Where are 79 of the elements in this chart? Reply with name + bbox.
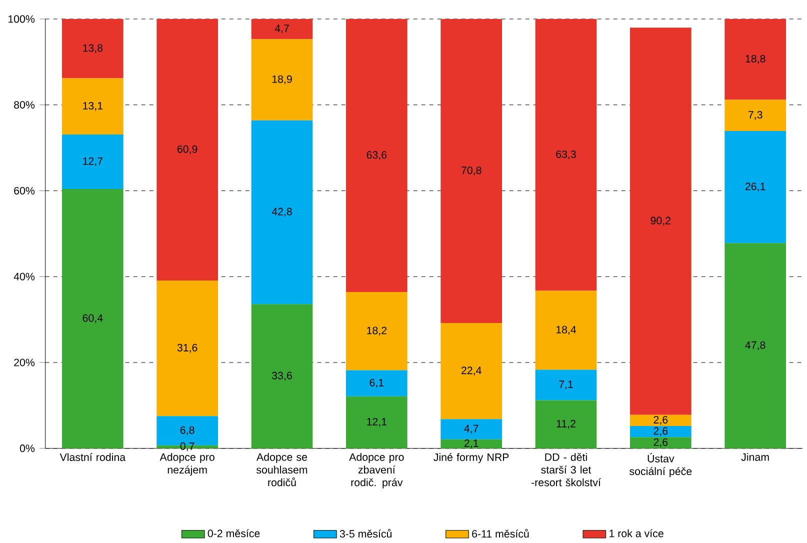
data-label: 60,9 xyxy=(178,145,198,154)
bar xyxy=(535,290,597,370)
bar xyxy=(251,39,313,120)
bar xyxy=(62,189,124,448)
data-label: 12,1 xyxy=(367,418,387,427)
bar xyxy=(630,414,692,426)
y-tick-label: 20% xyxy=(14,358,35,366)
bar xyxy=(346,370,408,396)
legend-label: 1 rok a více xyxy=(610,529,664,538)
bar xyxy=(630,426,692,438)
data-label: 42,8 xyxy=(272,208,292,217)
data-label: 63,6 xyxy=(366,151,387,160)
bar xyxy=(440,419,502,440)
data-label: 6,1 xyxy=(370,378,384,388)
data-label: 70,8 xyxy=(461,166,482,176)
bar xyxy=(62,134,124,190)
bar xyxy=(62,78,124,134)
data-label: 18,2 xyxy=(367,326,387,336)
data-label: 63,3 xyxy=(556,150,576,160)
bar xyxy=(724,100,786,132)
x-tick-label: Jiné formy NRP xyxy=(434,453,509,464)
bar xyxy=(346,396,408,448)
bar xyxy=(535,370,597,400)
data-label: 11,2 xyxy=(556,420,576,429)
legend-label: 0-2 měsíce xyxy=(208,529,260,538)
data-label: 4,7 xyxy=(274,24,289,34)
data-label: 26,1 xyxy=(745,182,766,192)
legend-label: 3-5 měsíců xyxy=(340,528,392,538)
bar xyxy=(346,292,408,370)
data-label: 13,1 xyxy=(83,102,103,111)
data-label: 33,6 xyxy=(272,372,292,381)
data-label: 47,8 xyxy=(745,341,766,350)
data-label: 18,9 xyxy=(272,75,292,84)
y-tick-label: 0% xyxy=(20,444,35,452)
bar xyxy=(62,19,124,78)
data-label: 2,6 xyxy=(654,438,668,448)
data-label: 4,7 xyxy=(464,424,478,434)
x-tick-label: Jinam xyxy=(741,453,769,461)
bar xyxy=(251,304,313,448)
bar xyxy=(156,19,218,280)
x-tick-label: Adopce pro nezájem xyxy=(160,453,214,476)
bar xyxy=(440,19,502,323)
x-tick-label: DD - děti starší 3 let -resort školství xyxy=(532,453,601,486)
data-label: 22,4 xyxy=(461,366,482,376)
data-label: 13,8 xyxy=(83,44,103,54)
bar xyxy=(630,437,692,448)
bar xyxy=(440,322,502,420)
y-tick-label: 60% xyxy=(14,186,35,195)
data-label: 90,2 xyxy=(650,216,671,226)
data-label: 60,4 xyxy=(82,314,103,324)
data-label: 31,6 xyxy=(177,344,198,353)
y-tick-label: 80% xyxy=(14,101,35,109)
x-tick-label: Ústav sociální péče xyxy=(630,453,692,478)
data-label: 6,8 xyxy=(180,426,194,436)
x-tick-label: Vlastní rodina xyxy=(60,453,126,462)
y-tick-label: 40% xyxy=(14,272,35,280)
data-label: 12,7 xyxy=(83,157,103,166)
data-label: 7,3 xyxy=(748,110,762,120)
bar xyxy=(251,120,313,304)
data-label: 2,6 xyxy=(654,427,668,436)
data-label: 18,8 xyxy=(746,54,766,64)
bar xyxy=(724,131,786,244)
data-label: 2,6 xyxy=(654,416,668,425)
bar xyxy=(724,243,786,448)
x-tick-label: Adopce pro zbavení rodič. práv xyxy=(349,453,404,488)
y-tick-label: 100% xyxy=(8,15,35,23)
legend-label: 6-11 měsíců xyxy=(472,528,529,538)
bar xyxy=(346,19,408,292)
data-label: 7,1 xyxy=(559,380,573,390)
data-label: 2,1 xyxy=(464,439,478,448)
bar xyxy=(156,280,218,416)
bar xyxy=(440,439,502,448)
x-tick-label: Adopce se souhlasem rodičů xyxy=(256,453,308,486)
data-label: 18,4 xyxy=(556,326,576,335)
bar xyxy=(724,19,786,100)
bar xyxy=(251,19,313,40)
bar xyxy=(535,400,597,448)
bar xyxy=(535,19,597,291)
bar xyxy=(630,28,692,415)
